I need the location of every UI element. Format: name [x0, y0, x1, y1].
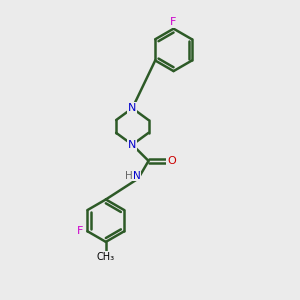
Text: F: F [170, 17, 177, 27]
Text: H: H [125, 171, 133, 181]
Text: CH₃: CH₃ [97, 252, 115, 262]
Text: N: N [128, 140, 136, 150]
Text: F: F [77, 226, 83, 236]
Text: N: N [128, 103, 136, 113]
Text: O: O [167, 156, 176, 166]
Text: N: N [133, 171, 141, 181]
